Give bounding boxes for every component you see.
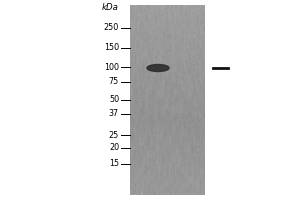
Text: 100: 100	[104, 62, 119, 72]
Text: 75: 75	[109, 77, 119, 86]
Text: 15: 15	[109, 160, 119, 168]
Text: 50: 50	[109, 96, 119, 104]
Text: 20: 20	[109, 144, 119, 152]
Text: 37: 37	[109, 110, 119, 118]
Ellipse shape	[147, 64, 169, 72]
Text: kDa: kDa	[102, 3, 119, 12]
Text: 150: 150	[104, 44, 119, 52]
Text: 250: 250	[104, 23, 119, 32]
Text: 25: 25	[109, 130, 119, 140]
